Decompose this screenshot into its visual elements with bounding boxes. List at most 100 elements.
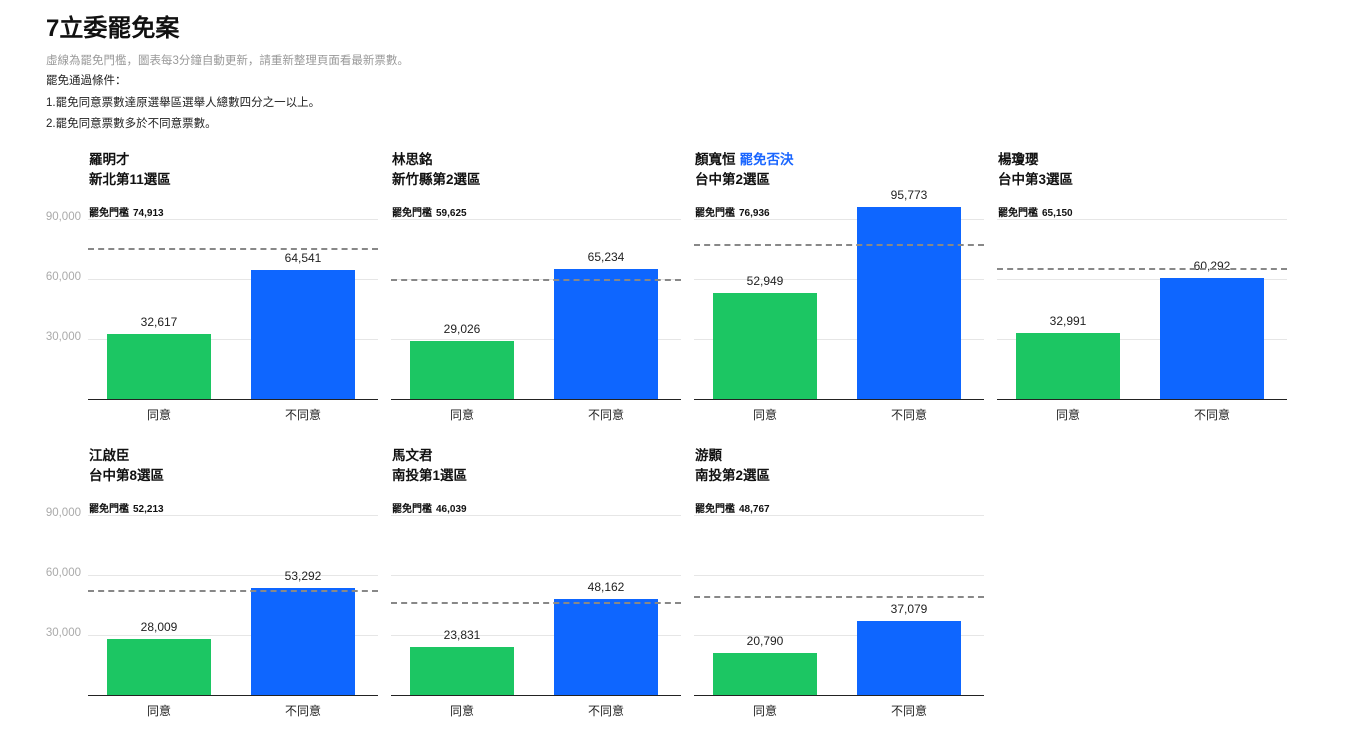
y-tick-label: 30,000: [45, 331, 81, 343]
condition-rule-2: 2.罷免同意票數多於不同意票數。: [46, 118, 217, 130]
bar-agree: [410, 340, 514, 399]
threshold-caption: 罷免門檻 59,625: [392, 204, 467, 219]
bar-agree: [107, 333, 211, 399]
chart-panel: 林思銘 新竹縣第2選區 罷免門檻 59,625 29,026 同意 65,234 不同意: [391, 148, 681, 438]
x-tick-label: 同意: [752, 408, 777, 422]
x-tick-label: 不同意: [587, 408, 624, 422]
chart-panel: 楊瓊瓔 台中第3選區 罷免門檻 65,150 32,991 同意 60,292 不同意: [997, 148, 1287, 438]
candidate-name: 羅明才: [89, 152, 130, 167]
gridline: [997, 279, 1287, 280]
y-tick-label: 30,000: [45, 627, 81, 639]
x-tick-label: 同意: [146, 704, 171, 718]
threshold-line: [997, 267, 1287, 270]
gridline: [88, 339, 378, 340]
page-title: 7立委罷免案: [46, 15, 180, 42]
chart-panel: 江啟臣 台中第8選區 罷免門檻 52,213 28,009 同意 53,292 不同意: [88, 444, 378, 734]
x-tick-label: 不同意: [1193, 408, 1230, 422]
threshold-label: 罷免門檻: [392, 504, 432, 515]
candidate-name: 江啟臣: [89, 448, 130, 463]
threshold-label: 罷免門檻: [695, 504, 735, 515]
y-tick-label: 90,000: [45, 507, 81, 519]
bar-value-label: 28,009: [140, 619, 178, 634]
bar-disagree: [857, 207, 961, 399]
threshold-label: 罷免門檻: [695, 208, 735, 219]
district-name: 南投第2選區: [695, 468, 771, 483]
threshold-line: [391, 601, 681, 604]
bar-value-label: 65,234: [587, 249, 625, 264]
x-tick-label: 不同意: [890, 408, 927, 422]
threshold-caption: 罷免門檻 76,936: [695, 204, 770, 219]
x-axis-line: [694, 399, 984, 400]
threshold-label: 罷免門檻: [89, 208, 129, 219]
bar-agree: [713, 653, 817, 695]
conditions-heading: 罷免通過條件：: [46, 75, 127, 87]
x-tick-label: 同意: [449, 704, 474, 718]
gridline: [88, 635, 378, 636]
threshold-label: 罷免門檻: [392, 208, 432, 219]
bar-disagree: [251, 588, 355, 695]
bar-value-label: 20,790: [746, 634, 784, 649]
bar-value-label: 64,541: [284, 250, 322, 265]
threshold-label: 罷免門檻: [998, 208, 1038, 219]
x-tick-label: 同意: [1055, 408, 1080, 422]
threshold-line: [694, 596, 984, 599]
gridline: [88, 515, 378, 516]
y-tick-label: 90,000: [45, 211, 81, 223]
threshold-line: [694, 244, 984, 247]
gridline: [694, 515, 984, 516]
threshold-caption: 罷免門檻 46,039: [392, 500, 467, 515]
x-tick-label: 不同意: [284, 408, 321, 422]
gridline: [694, 219, 984, 220]
x-axis-line: [997, 399, 1287, 400]
gridline: [391, 339, 681, 340]
bar-value-label: 95,773: [890, 188, 928, 203]
threshold-line: [88, 589, 378, 592]
district-name: 南投第1選區: [392, 468, 468, 483]
district-name: 台中第8選區: [89, 468, 165, 483]
gridline: [694, 279, 984, 280]
x-tick-label: 同意: [146, 408, 171, 422]
bar-value-label: 32,991: [1049, 314, 1087, 329]
bar-agree: [713, 293, 817, 399]
threshold-caption: 罷免門檻 48,767: [695, 500, 770, 515]
bar-value-label: 48,162: [587, 579, 625, 594]
threshold-value: 48,767: [739, 504, 770, 515]
gridline: [391, 219, 681, 220]
bar-disagree: [554, 598, 658, 695]
gridline: [694, 575, 984, 576]
y-tick-label: 60,000: [45, 271, 81, 283]
chart-panel: 顏寬恒 罷免否決 台中第2選區 罷免門檻 76,936 52,949 同意 95,773 不同意: [694, 148, 984, 438]
x-tick-label: 不同意: [890, 704, 927, 718]
y-tick-label: 60,000: [45, 567, 81, 579]
threshold-value: 76,936: [739, 208, 770, 219]
bar-value-label: 29,026: [443, 321, 481, 336]
subtitle: 虛線為罷免門檻，圖表每3分鐘自動更新，請重新整理頁面看最新票數。: [46, 55, 409, 67]
bar-agree: [107, 638, 211, 695]
bar-agree: [410, 647, 514, 695]
x-axis-line: [694, 695, 984, 696]
threshold-line: [88, 248, 378, 251]
threshold-label: 罷免門檻: [89, 504, 129, 515]
condition-rule-1: 1.罷免同意票數達原選舉區選舉人總數四分之一以上。: [46, 97, 321, 109]
x-tick-label: 同意: [449, 408, 474, 422]
threshold-value: 52,213: [133, 504, 164, 515]
candidate-name: 馬文君: [392, 448, 433, 463]
gridline: [88, 219, 378, 220]
candidate-name: 顏寬恒 罷免否決: [695, 152, 794, 167]
threshold-value: 74,913: [133, 208, 164, 219]
x-axis-line: [88, 399, 378, 400]
candidate-name: 楊瓊瓔: [998, 152, 1039, 167]
bar-value-label: 60,292: [1193, 259, 1231, 274]
bar-disagree: [1160, 278, 1264, 399]
x-axis-line: [391, 399, 681, 400]
bar-agree: [1016, 333, 1120, 399]
threshold-caption: 罷免門檻 65,150: [998, 204, 1073, 219]
district-name: 新北第11選區: [89, 172, 171, 187]
gridline: [997, 339, 1287, 340]
threshold-line: [391, 278, 681, 281]
x-axis-line: [391, 695, 681, 696]
gridline: [391, 635, 681, 636]
bar-value-label: 53,292: [284, 569, 322, 584]
x-axis-line: [88, 695, 378, 696]
gridline: [391, 575, 681, 576]
